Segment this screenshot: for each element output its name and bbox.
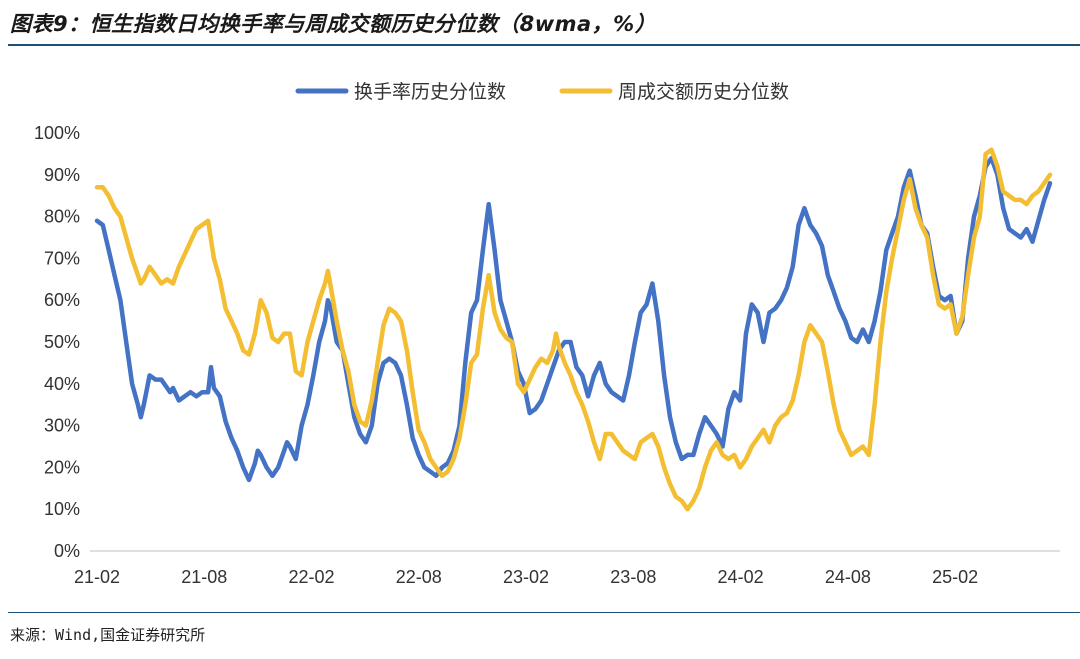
legend-label-turnover: 换手率历史分位数 — [354, 81, 506, 103]
x-tick-label: 23-08 — [610, 567, 656, 587]
chart-title: 图表9：恒生指数日均换手率与周成交额历史分位数（8wma，%） — [10, 12, 657, 36]
y-tick-label: 50% — [44, 332, 80, 352]
x-tick-label: 23-02 — [503, 567, 549, 587]
y-tick-label: 80% — [44, 207, 80, 227]
x-tick-label: 22-08 — [396, 567, 442, 587]
source-note: 来源：Wind,国金证券研究所 — [10, 626, 206, 644]
series-line-volume — [94, 147, 1053, 512]
y-tick-label: 40% — [44, 374, 80, 394]
y-tick-label: 10% — [44, 499, 80, 519]
line-chart: 换手率历史分位数 周成交额历史分位数 0% 10% 20% 30% 40% 50% 60% 7… — [34, 81, 1060, 587]
x-tick-label: 21-08 — [181, 567, 227, 587]
series-line-turnover — [94, 155, 1053, 483]
y-tick-label: 20% — [44, 457, 80, 477]
y-tick-label: 90% — [44, 165, 80, 185]
y-tick-label: 100% — [34, 123, 80, 143]
plot-area: 0% 10% 20% 30% 40% 50% 60% 70% 80% 90% 100% 21-02 21… — [34, 123, 1060, 587]
y-tick-label: 60% — [44, 290, 80, 310]
title-divider — [8, 44, 1080, 46]
y-tick-label: 0% — [54, 541, 80, 561]
x-tick-label: 24-02 — [718, 567, 764, 587]
legend: 换手率历史分位数 周成交额历史分位数 — [295, 81, 789, 103]
y-tick-label: 30% — [44, 416, 80, 436]
x-tick-label: 22-02 — [289, 567, 335, 587]
footer-divider — [8, 612, 1080, 613]
legend-label-volume: 周成交额历史分位数 — [618, 81, 789, 103]
x-tick-label: 21-02 — [74, 567, 120, 587]
y-tick-label: 70% — [44, 248, 80, 268]
x-tick-label: 24-08 — [825, 567, 871, 587]
x-tick-label: 25-02 — [932, 567, 978, 587]
